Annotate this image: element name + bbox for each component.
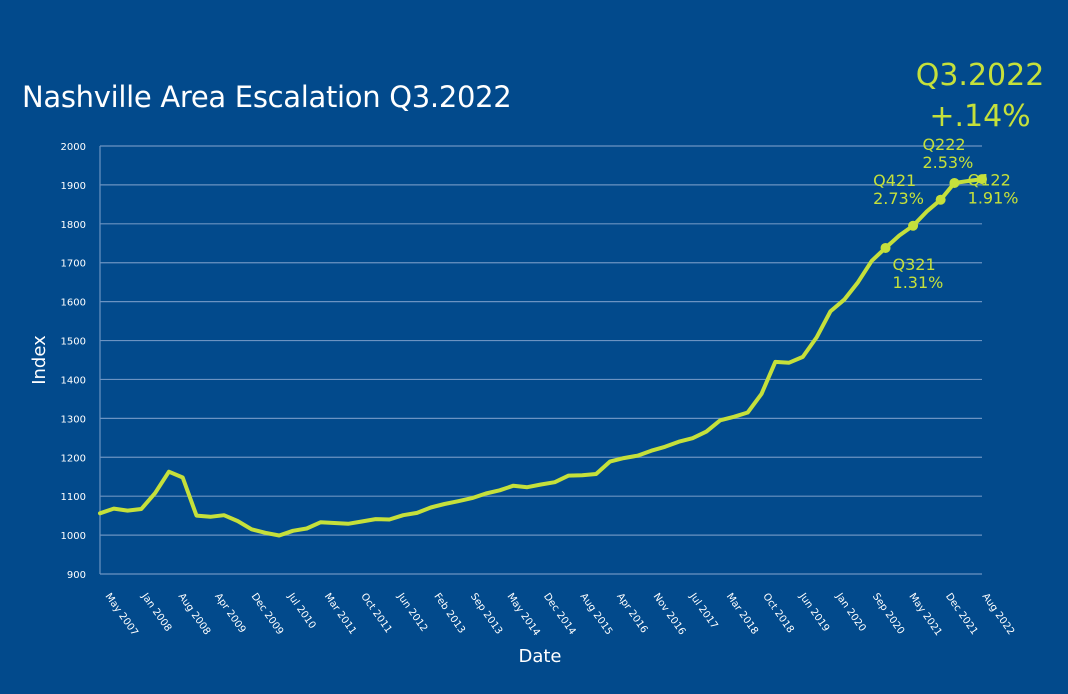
y-tick-label: 1800: [61, 220, 86, 231]
x-tick-label: Dec 2009: [249, 591, 286, 637]
y-tick-label: 2000: [61, 142, 86, 153]
x-tick-label: Aug 2022: [980, 591, 1017, 637]
data-point-marker: [935, 194, 946, 205]
x-tick-label: Aug 2008: [176, 591, 213, 637]
x-tick-label: Nov 2016: [651, 591, 688, 637]
x-tick-label: Dec 2021: [943, 591, 980, 637]
x-tick-labels: May 2007 Jan 2008 Aug 2008 Apr 2009 Dec 2009…: [103, 591, 1017, 639]
grid-lines: [99, 145, 982, 575]
x-tick-label: Oct 2011: [358, 591, 393, 635]
y-tick-label: 1900: [61, 181, 86, 192]
x-tick-label: Jul 2017: [687, 591, 720, 631]
chart-title: Nashville Area Escalation Q3.2022: [22, 80, 512, 114]
x-tick-label: May 2014: [505, 591, 542, 638]
annotation-quarter: Q421: [873, 171, 916, 190]
x-tick-label: Jul 2010: [285, 591, 318, 631]
x-tick-label: Sep 2020: [870, 591, 906, 636]
annotation-value: 2.73%: [873, 189, 924, 208]
x-tick-label: May 2021: [906, 591, 943, 638]
y-tick-label: 1600: [61, 298, 86, 309]
y-tick-label: 1200: [61, 453, 86, 464]
y-tick-labels: 900 1000 1100 1200 1300 1400 1500 1600 1700 1800 1…: [61, 142, 86, 581]
annotation-quarter: Q321: [893, 255, 936, 274]
headline-change: +.14%: [929, 99, 1031, 134]
x-tick-label: Apr 2009: [212, 591, 247, 635]
x-tick-label: Jan 2020: [833, 591, 868, 634]
x-tick-label: Mar 2018: [724, 591, 760, 636]
y-tick-label: 1500: [61, 337, 86, 348]
x-tick-label: Mar 2011: [322, 591, 358, 636]
x-tick-label: May 2007: [103, 591, 140, 638]
y-tick-label: 1400: [61, 375, 86, 386]
data-point-marker: [908, 220, 919, 231]
y-tick-label: 900: [67, 570, 86, 581]
x-tick-label: Dec 2014: [541, 591, 578, 637]
data-point-marker: [977, 174, 987, 185]
annotation-value: 2.53%: [922, 153, 973, 172]
headline-quarter: Q3.2022: [915, 58, 1045, 93]
x-axis-title: Date: [518, 646, 561, 667]
data-point-marker: [880, 242, 891, 253]
series-layer: [98, 177, 984, 538]
y-tick-label: 1300: [61, 414, 86, 425]
x-tick-label: Apr 2016: [614, 591, 649, 635]
annotation-quarter: Q222: [922, 135, 965, 154]
annotation-quarter: Q122: [968, 171, 1011, 190]
y-tick-label: 1700: [61, 259, 86, 270]
y-axis-title: Index: [29, 335, 50, 385]
x-tick-label: Aug 2015: [578, 591, 615, 637]
data-point-marker: [949, 177, 960, 188]
x-tick-label: Oct 2018: [760, 591, 795, 635]
annotation-value: 1.91%: [968, 189, 1019, 208]
x-tick-label: Jun 2019: [796, 591, 831, 634]
series-line: [98, 177, 984, 538]
x-tick-label: Sep 2013: [468, 591, 504, 636]
x-tick-label: Jun 2012: [394, 591, 429, 634]
annotation-value: 1.31%: [893, 273, 944, 292]
y-tick-label: 1000: [61, 531, 86, 542]
x-tick-label: Feb 2013: [431, 591, 467, 635]
marker-layer: [880, 174, 987, 253]
x-tick-label: Jan 2008: [139, 591, 174, 634]
y-tick-label: 1100: [61, 492, 86, 503]
